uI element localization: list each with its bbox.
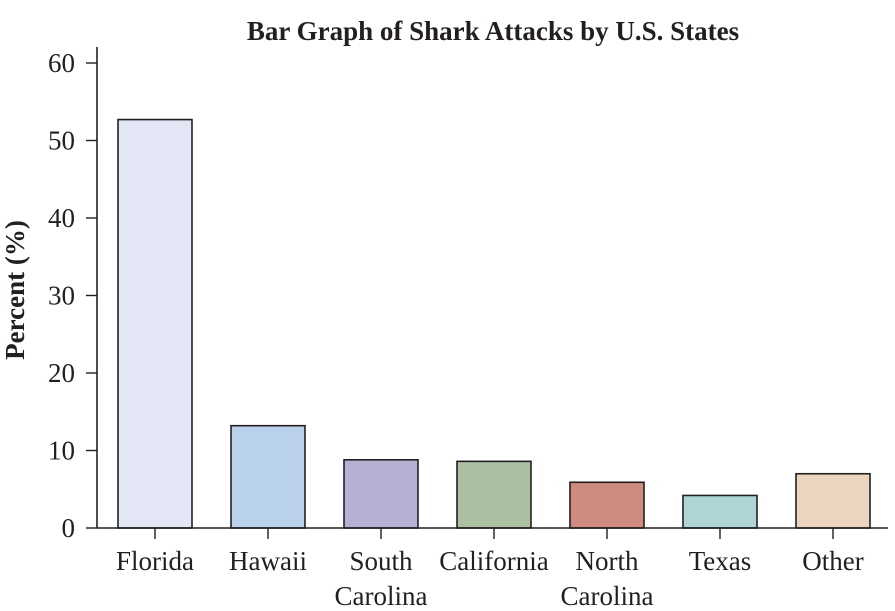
x-tick-label-north-carolina: North Carolina [561,546,654,611]
x-tick-label-south-carolina: South Carolina [335,546,428,611]
bar-texas [682,494,758,529]
y-tick-label-20: 20 [48,358,75,388]
y-tick-label-30: 30 [48,281,75,311]
x-tick-label-california: California [439,546,548,576]
bar-hawaii [230,424,306,529]
plot-area: 0 10 20 30 40 50 60 Florida Hawaii South Carolina C… [48,47,888,611]
y-tick-label-60: 60 [48,48,75,78]
x-tick-label-line: South [349,546,413,576]
x-tick-label-line: North [576,546,639,576]
x-tick-label-line: Hawaii [229,546,307,576]
chart-title: Bar Graph of Shark Attacks by U.S. State… [247,16,739,46]
x-tick-label-florida: Florida [116,546,194,576]
bar-south-carolina [343,458,419,529]
y-axis-label: Percent (%) [0,220,30,360]
x-tick-label-line: California [439,546,548,576]
x-tick-label-line: Florida [116,546,194,576]
x-tick-label-texas: Texas [689,546,752,576]
bar-florida [117,118,193,529]
bar-california [456,460,532,529]
bar-north-carolina [569,481,645,529]
x-tick-label-hawaii: Hawaii [229,546,307,576]
y-tick-label-40: 40 [48,203,75,233]
bar-other [795,472,871,529]
y-tick-label-0: 0 [62,513,76,543]
y-tick-label-50: 50 [48,126,75,156]
x-tick-label-line: Other [802,546,863,576]
y-tick-label-10: 10 [48,436,75,466]
x-tick-label-other: Other [802,546,863,576]
x-tick-label-line: Texas [689,546,752,576]
x-tick-label-line: Carolina [561,581,654,611]
x-tick-label-line: Carolina [335,581,428,611]
